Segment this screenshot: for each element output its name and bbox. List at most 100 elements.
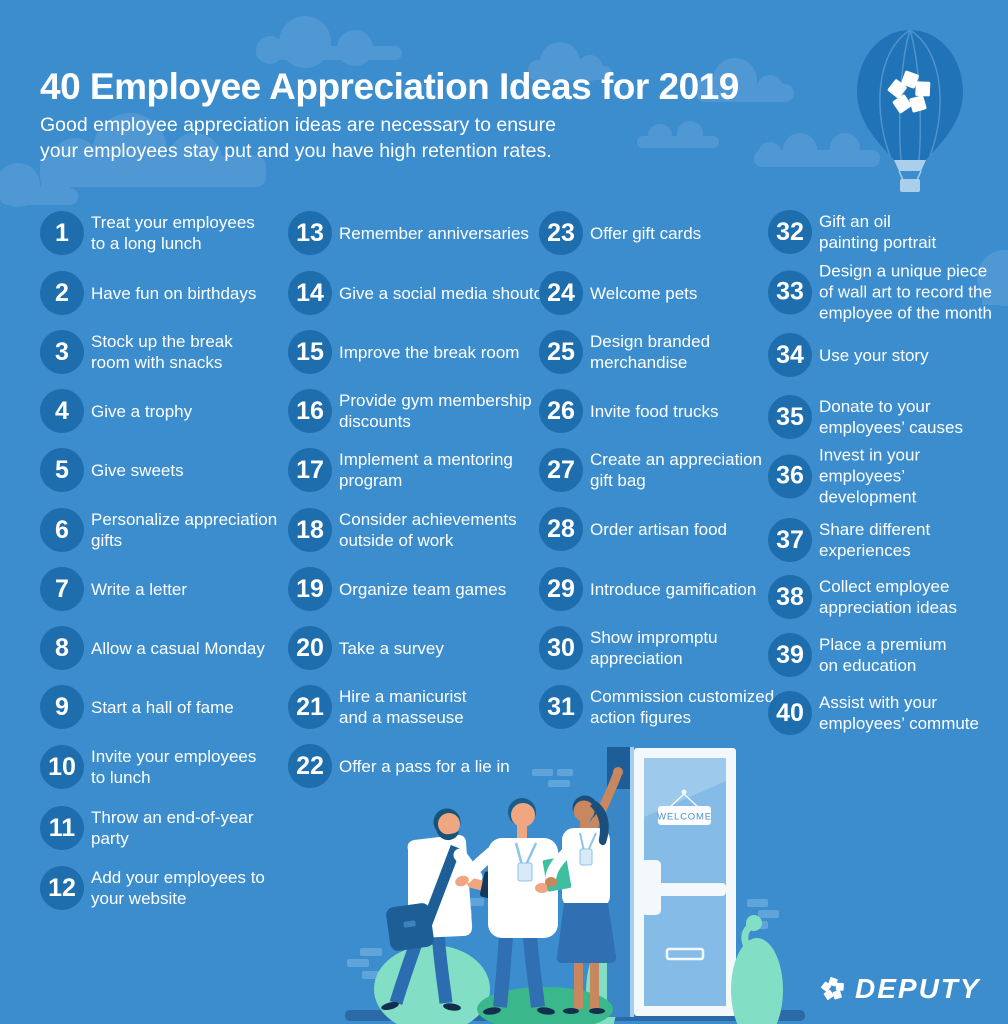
item-number: 35 bbox=[776, 402, 804, 431]
bush bbox=[731, 915, 783, 1024]
item-number: 31 bbox=[547, 692, 575, 721]
list-item: 7 Write a letter bbox=[40, 567, 187, 611]
item-text: Share different experiences bbox=[819, 520, 931, 560]
item-text: Invite your employees to lunch bbox=[91, 747, 257, 787]
item-number-badge: 6 bbox=[40, 508, 84, 552]
item-number-badge: 9 bbox=[40, 685, 84, 729]
welcome-sign bbox=[658, 806, 711, 825]
item-number-badge: 27 bbox=[539, 448, 583, 492]
item-text: Improve the break room bbox=[339, 342, 520, 362]
item-text: Provide gym membership discounts bbox=[339, 391, 532, 431]
person-woman bbox=[542, 767, 623, 1014]
list-item: 21 Hire a manicurist and a masseuse bbox=[288, 685, 467, 729]
item-number: 37 bbox=[776, 525, 804, 554]
item-number-badge: 36 bbox=[768, 454, 812, 498]
list-item: 27 Create an appreciation gift bag bbox=[539, 448, 762, 492]
list-item: 23 Offer gift cards bbox=[539, 211, 701, 255]
page-subtitle: Good employee appreciation ideas are nec… bbox=[40, 114, 556, 162]
item-number: 39 bbox=[776, 640, 804, 669]
ground-strip bbox=[345, 1010, 805, 1021]
item-number: 30 bbox=[547, 633, 575, 662]
item-number: 12 bbox=[48, 873, 76, 902]
item-text: Assist with your employees’ commute bbox=[819, 693, 979, 733]
item-number: 13 bbox=[296, 218, 324, 247]
list-item: 37 Share different experiences bbox=[768, 518, 930, 562]
item-number: 28 bbox=[547, 514, 575, 543]
item-text: Create an appreciation gift bag bbox=[590, 450, 763, 490]
item-text: Commission customized action figures bbox=[590, 687, 775, 727]
item-number: 36 bbox=[776, 461, 804, 490]
list-item: 1 Treat your employees to a long lunch bbox=[40, 211, 255, 255]
item-number-badge: 40 bbox=[768, 691, 812, 735]
item-number: 15 bbox=[296, 337, 324, 366]
list-item: 10 Invite your employees to lunch bbox=[40, 745, 256, 789]
item-text: Take a survey bbox=[339, 638, 444, 658]
item-number-badge: 16 bbox=[288, 389, 332, 433]
brick-decoration bbox=[347, 769, 779, 979]
item-number: 17 bbox=[296, 455, 324, 484]
open-door-leaf bbox=[607, 747, 634, 1017]
list-item: 33 Design a unique piece of wall art to r… bbox=[768, 261, 992, 324]
item-number-badge: 29 bbox=[539, 567, 583, 611]
list-item: 9 Start a hall of fame bbox=[40, 685, 234, 729]
item-number-badge: 15 bbox=[288, 330, 332, 374]
list-item: 18 Consider achievements outside of work bbox=[288, 508, 517, 552]
item-text: Introduce gamification bbox=[590, 579, 757, 599]
item-text: Show impromptu appreciation bbox=[590, 628, 718, 668]
item-number-badge: 10 bbox=[40, 745, 84, 789]
item-text: Design a unique piece of wall art to rec… bbox=[819, 261, 992, 323]
item-number: 25 bbox=[547, 337, 575, 366]
item-text: Consider achievements outside of work bbox=[339, 510, 517, 550]
item-number: 5 bbox=[55, 455, 69, 484]
bush bbox=[374, 945, 490, 1024]
item-number: 20 bbox=[296, 633, 324, 662]
item-number: 16 bbox=[296, 396, 324, 425]
deputy-wordmark: DEPUTY bbox=[855, 973, 981, 1004]
item-number: 27 bbox=[547, 455, 575, 484]
item-number: 7 bbox=[55, 574, 69, 603]
item-number: 2 bbox=[55, 278, 69, 307]
item-number-badge: 7 bbox=[40, 567, 84, 611]
list-item: 32 Gift an oil painting portrait bbox=[768, 210, 936, 254]
list-item: 39 Place a premium on education bbox=[768, 633, 947, 677]
item-number: 24 bbox=[547, 278, 575, 307]
item-number: 23 bbox=[547, 218, 575, 247]
item-number-badge: 21 bbox=[288, 685, 332, 729]
list-item: 35 Donate to your employees’ causes bbox=[768, 395, 963, 439]
item-text: Add your employees to your website bbox=[91, 868, 265, 908]
item-number-badge: 20 bbox=[288, 626, 332, 670]
cloud-icon bbox=[256, 16, 402, 68]
item-number-badge: 19 bbox=[288, 567, 332, 611]
item-text: Gift an oil painting portrait bbox=[819, 212, 937, 252]
list-item: 2 Have fun on birthdays bbox=[40, 271, 256, 315]
item-number-badge: 34 bbox=[768, 333, 812, 377]
welcome-sign-text: WELCOME bbox=[657, 812, 712, 823]
item-text: Design branded merchandise bbox=[590, 332, 711, 372]
list-item: 6 Personalize appreciation gifts bbox=[40, 508, 277, 552]
item-number-badge: 26 bbox=[539, 389, 583, 433]
list-item: 11 Throw an end-of-year party bbox=[40, 806, 254, 850]
deputy-star-icon bbox=[885, 70, 935, 117]
item-number: 18 bbox=[296, 515, 324, 544]
person-man-middle bbox=[455, 798, 564, 1015]
item-number-badge: 3 bbox=[40, 330, 84, 374]
item-number-badge: 32 bbox=[768, 210, 812, 254]
item-text: Start a hall of fame bbox=[91, 697, 234, 717]
item-number: 10 bbox=[48, 752, 76, 781]
item-number: 33 bbox=[776, 277, 804, 306]
item-number: 22 bbox=[296, 751, 324, 780]
item-text: Organize team games bbox=[339, 579, 507, 599]
item-text: Implement a mentoring program bbox=[339, 450, 513, 490]
door-push-pad bbox=[641, 860, 661, 915]
item-text: Give a trophy bbox=[91, 401, 193, 421]
list-item: 40 Assist with your employees’ commute bbox=[768, 691, 979, 735]
item-number-badge: 22 bbox=[288, 744, 332, 788]
item-number-badge: 25 bbox=[539, 330, 583, 374]
item-number: 19 bbox=[296, 574, 324, 603]
item-text: Donate to your employees’ causes bbox=[819, 397, 963, 437]
item-number-badge: 38 bbox=[768, 575, 812, 619]
door-plate bbox=[665, 947, 705, 961]
item-text: Use your story bbox=[819, 345, 929, 365]
item-number-badge: 23 bbox=[539, 211, 583, 255]
